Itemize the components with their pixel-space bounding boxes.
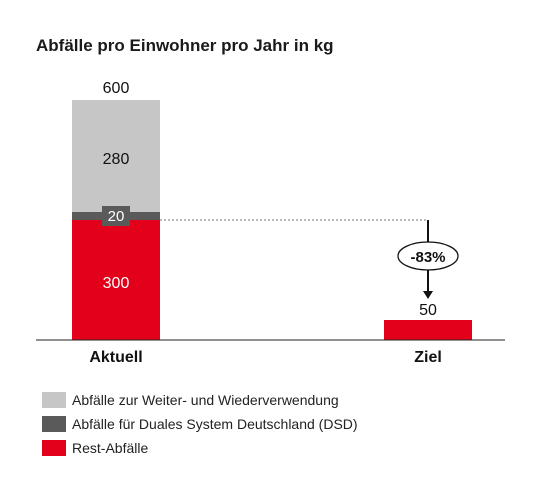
legend-swatch	[42, 392, 66, 408]
bar-aktuell-rest-abf-lle	[72, 220, 160, 340]
reduction-badge	[397, 241, 459, 271]
data-label-weiterverwendung: 280	[103, 151, 130, 168]
legend-swatch	[42, 416, 66, 432]
legend-swatch	[42, 440, 66, 456]
bar-aktuell-abf-lle-zur-weiter-und-wiederverwendung	[72, 100, 160, 212]
reduction-arrow-head	[423, 291, 433, 299]
legend-item-rest: Rest-Abfälle	[42, 436, 358, 460]
data-label-rest-aktuell: 300	[103, 275, 130, 292]
dsd-label-box	[102, 206, 130, 226]
legend-label: Abfälle für Duales System Deutschland (D…	[72, 416, 358, 432]
total-label-aktuell: 600	[103, 80, 130, 97]
legend-item-dsd: Abfälle für Duales System Deutschland (D…	[42, 412, 358, 436]
chart-title: Abfälle pro Einwohner pro Jahr in kg	[36, 36, 334, 55]
legend-label: Abfälle zur Weiter- und Wiederverwendung	[72, 392, 339, 408]
chart-marks	[72, 100, 472, 340]
legend-item-weiterverwendung: Abfälle zur Weiter- und Wiederverwendung	[42, 388, 358, 412]
x-tick-label-ziel: Ziel	[414, 349, 442, 366]
legend-label: Rest-Abfälle	[72, 440, 149, 456]
bar-ziel-rest-abf-lle	[384, 320, 472, 340]
total-label-ziel: 50	[419, 302, 437, 319]
x-tick-label-aktuell: Aktuell	[89, 349, 142, 366]
reduction-label: -83%	[410, 249, 445, 266]
data-label-dsd: 20	[108, 208, 125, 225]
legend: Abfälle zur Weiter- und Wiederverwendung…	[42, 388, 358, 460]
